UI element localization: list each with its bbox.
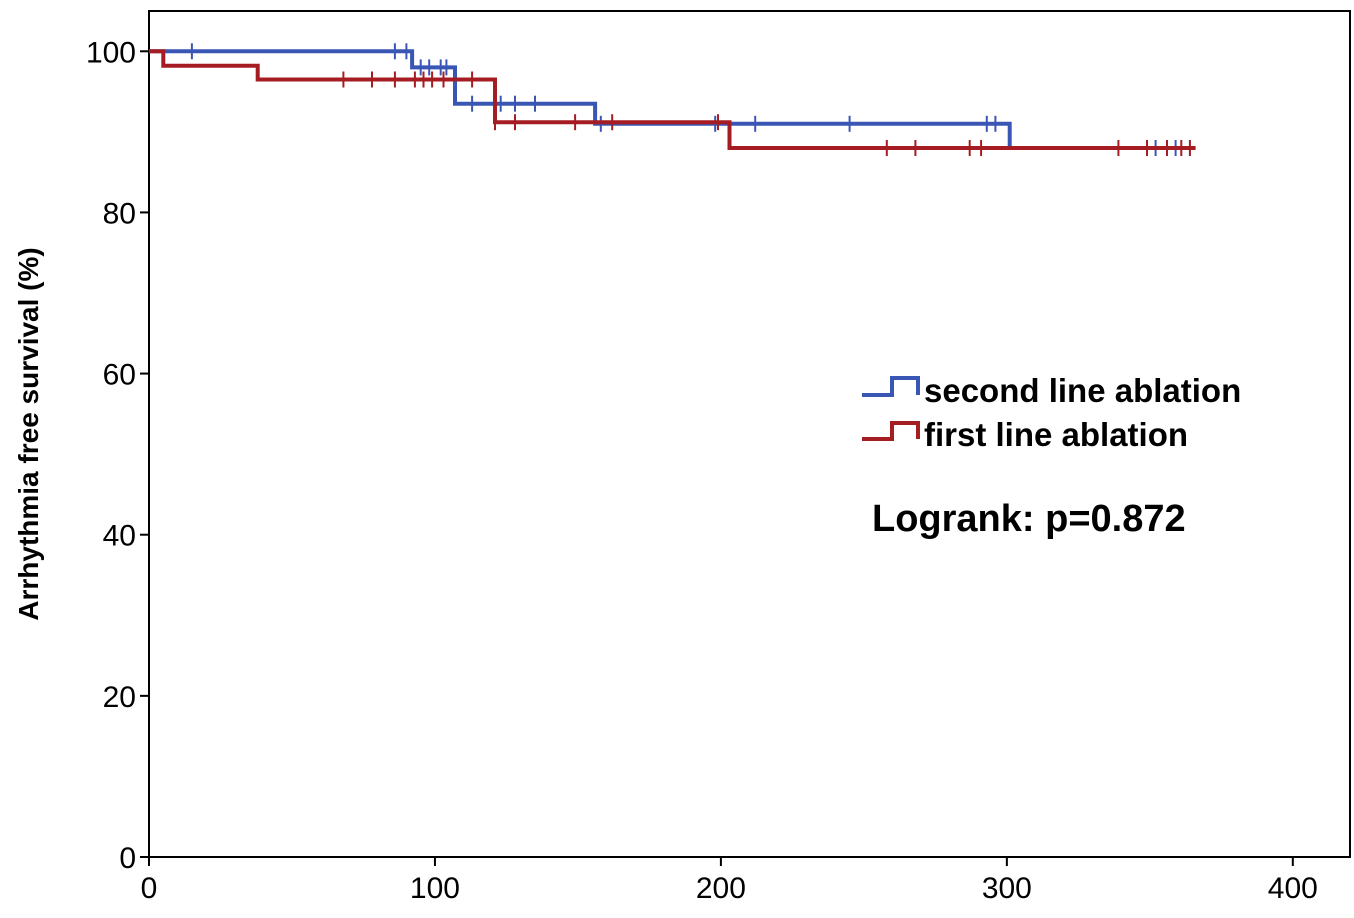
y-tick-label: 20 [103, 681, 136, 714]
x-tick-label: 100 [410, 872, 460, 905]
legend: second line ablation first line ablation [862, 372, 1241, 453]
y-tick-label: 60 [103, 359, 136, 392]
series-0 [149, 43, 1190, 156]
survival-curve [149, 49, 1190, 150]
y-tick-label: 100 [86, 36, 136, 69]
y-axis-label: Arrhythmia free survival (%) [13, 247, 44, 620]
legend-symbol-first-line [862, 421, 920, 441]
series-1 [149, 49, 1196, 156]
x-tick-label: 0 [141, 872, 158, 905]
legend-symbol-second-line [862, 376, 920, 397]
x-tick-label: 200 [696, 872, 746, 905]
x-tick-label: 300 [982, 872, 1032, 905]
axes: 0 100 200 300 400 0 20 40 60 80 100 [86, 36, 1318, 905]
series-layer [149, 43, 1196, 156]
y-tick-label: 80 [103, 197, 136, 230]
y-tick-label: 0 [119, 842, 136, 875]
legend-label-second-line: second line ablation [924, 372, 1241, 409]
x-tick-label: 400 [1268, 872, 1318, 905]
survival-curve [149, 49, 1196, 150]
logrank-annotation: Logrank: p=0.872 [872, 498, 1186, 540]
y-tick-label: 40 [103, 520, 136, 553]
legend-label-first-line: first line ablation [924, 416, 1188, 453]
plot-frame [148, 10, 1351, 858]
